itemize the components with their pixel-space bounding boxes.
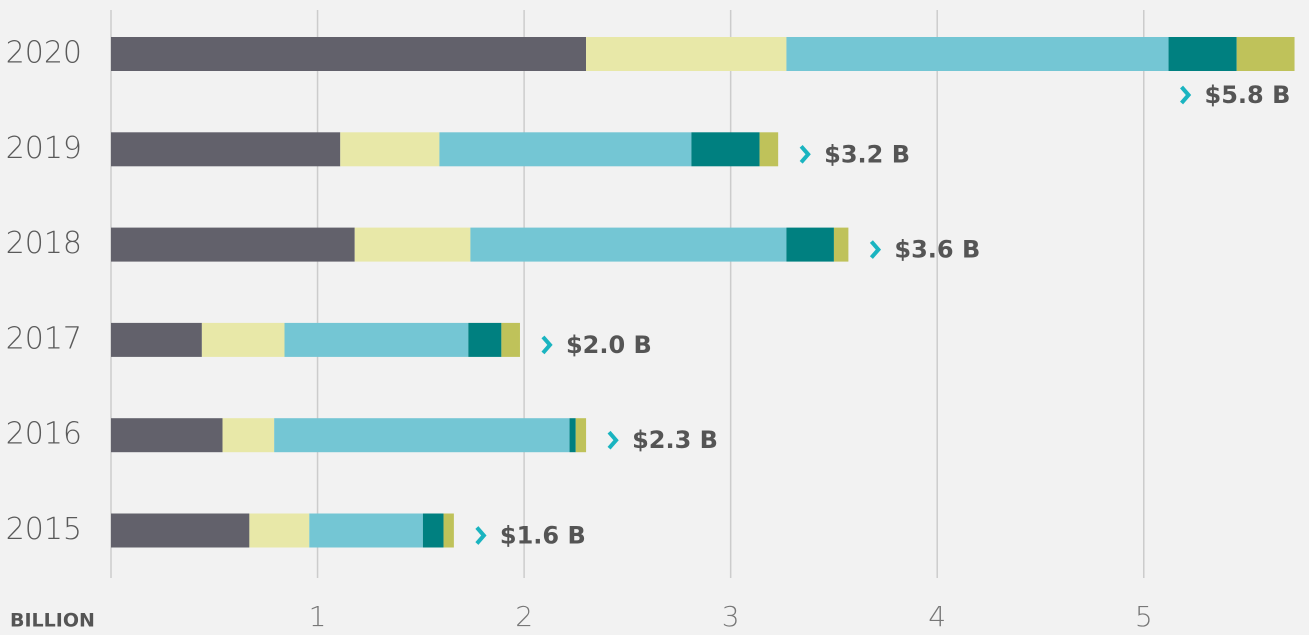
bar-segment bbox=[1236, 37, 1295, 71]
bar-segment bbox=[575, 418, 587, 453]
bar-segment bbox=[443, 513, 454, 548]
bar-segment bbox=[111, 513, 250, 548]
total-text: $2.3 B bbox=[632, 426, 718, 454]
y-tick-label: 2019 bbox=[6, 131, 82, 166]
chevron bbox=[869, 240, 882, 259]
bar-segment bbox=[468, 322, 502, 357]
chevron bbox=[475, 526, 487, 545]
bar-segment bbox=[201, 322, 285, 357]
total-text: $3.2 B bbox=[824, 140, 910, 168]
bar-segment bbox=[833, 227, 849, 262]
x-tick-label: 1 bbox=[309, 600, 327, 633]
total-label: $3.6 B bbox=[869, 236, 980, 264]
chevron bbox=[607, 430, 619, 450]
x-tick-label: 3 bbox=[722, 600, 740, 633]
chevron bbox=[1180, 85, 1192, 105]
total-text: $2.0 B bbox=[566, 331, 652, 359]
bar-segment bbox=[439, 132, 692, 167]
bar-segment bbox=[111, 132, 341, 167]
bar-segment bbox=[501, 322, 520, 357]
bar-segment bbox=[786, 37, 1169, 71]
total-text: $3.6 B bbox=[894, 236, 980, 264]
total-label: $5.8 B bbox=[1180, 81, 1291, 109]
bar-segment bbox=[1168, 37, 1237, 71]
bar-segment bbox=[284, 322, 469, 357]
bar-segment bbox=[569, 418, 576, 453]
bar-segment bbox=[340, 132, 440, 167]
y-tick-label: 2018 bbox=[6, 226, 82, 261]
bar-segment bbox=[222, 418, 275, 453]
chevron bbox=[799, 144, 811, 164]
bar-segment bbox=[470, 227, 787, 262]
x-axis-label: BILLION bbox=[10, 610, 95, 632]
x-tick-label: 5 bbox=[1135, 600, 1153, 633]
chevron bbox=[541, 335, 553, 355]
y-tick-label: 2017 bbox=[6, 321, 82, 356]
x-tick-label: 2 bbox=[515, 600, 533, 633]
bar-segment bbox=[249, 513, 310, 548]
total-text: $5.8 B bbox=[1205, 81, 1291, 109]
bar-segment bbox=[786, 227, 834, 262]
total-text: $1.6 B bbox=[500, 522, 586, 550]
total-label: $2.0 B bbox=[541, 331, 652, 359]
bar-segment bbox=[422, 513, 444, 548]
bar-segment bbox=[111, 322, 202, 357]
bar-segment bbox=[111, 37, 587, 71]
y-tick-label: 2020 bbox=[6, 36, 82, 71]
bar-segment bbox=[759, 132, 779, 167]
total-label: $3.2 B bbox=[799, 140, 910, 168]
bar-segment bbox=[309, 513, 423, 548]
bar-segment bbox=[691, 132, 760, 167]
bar-segment bbox=[111, 418, 223, 453]
total-label: $2.3 B bbox=[607, 426, 718, 454]
bar-segment bbox=[586, 37, 787, 71]
total-label: $1.6 B bbox=[475, 522, 586, 550]
x-tick-label: 4 bbox=[928, 600, 946, 633]
bar-segment bbox=[111, 227, 355, 262]
y-tick-label: 2015 bbox=[6, 512, 82, 547]
bar-segment bbox=[354, 227, 471, 262]
bar-segment bbox=[274, 418, 570, 453]
y-tick-label: 2016 bbox=[6, 417, 82, 452]
